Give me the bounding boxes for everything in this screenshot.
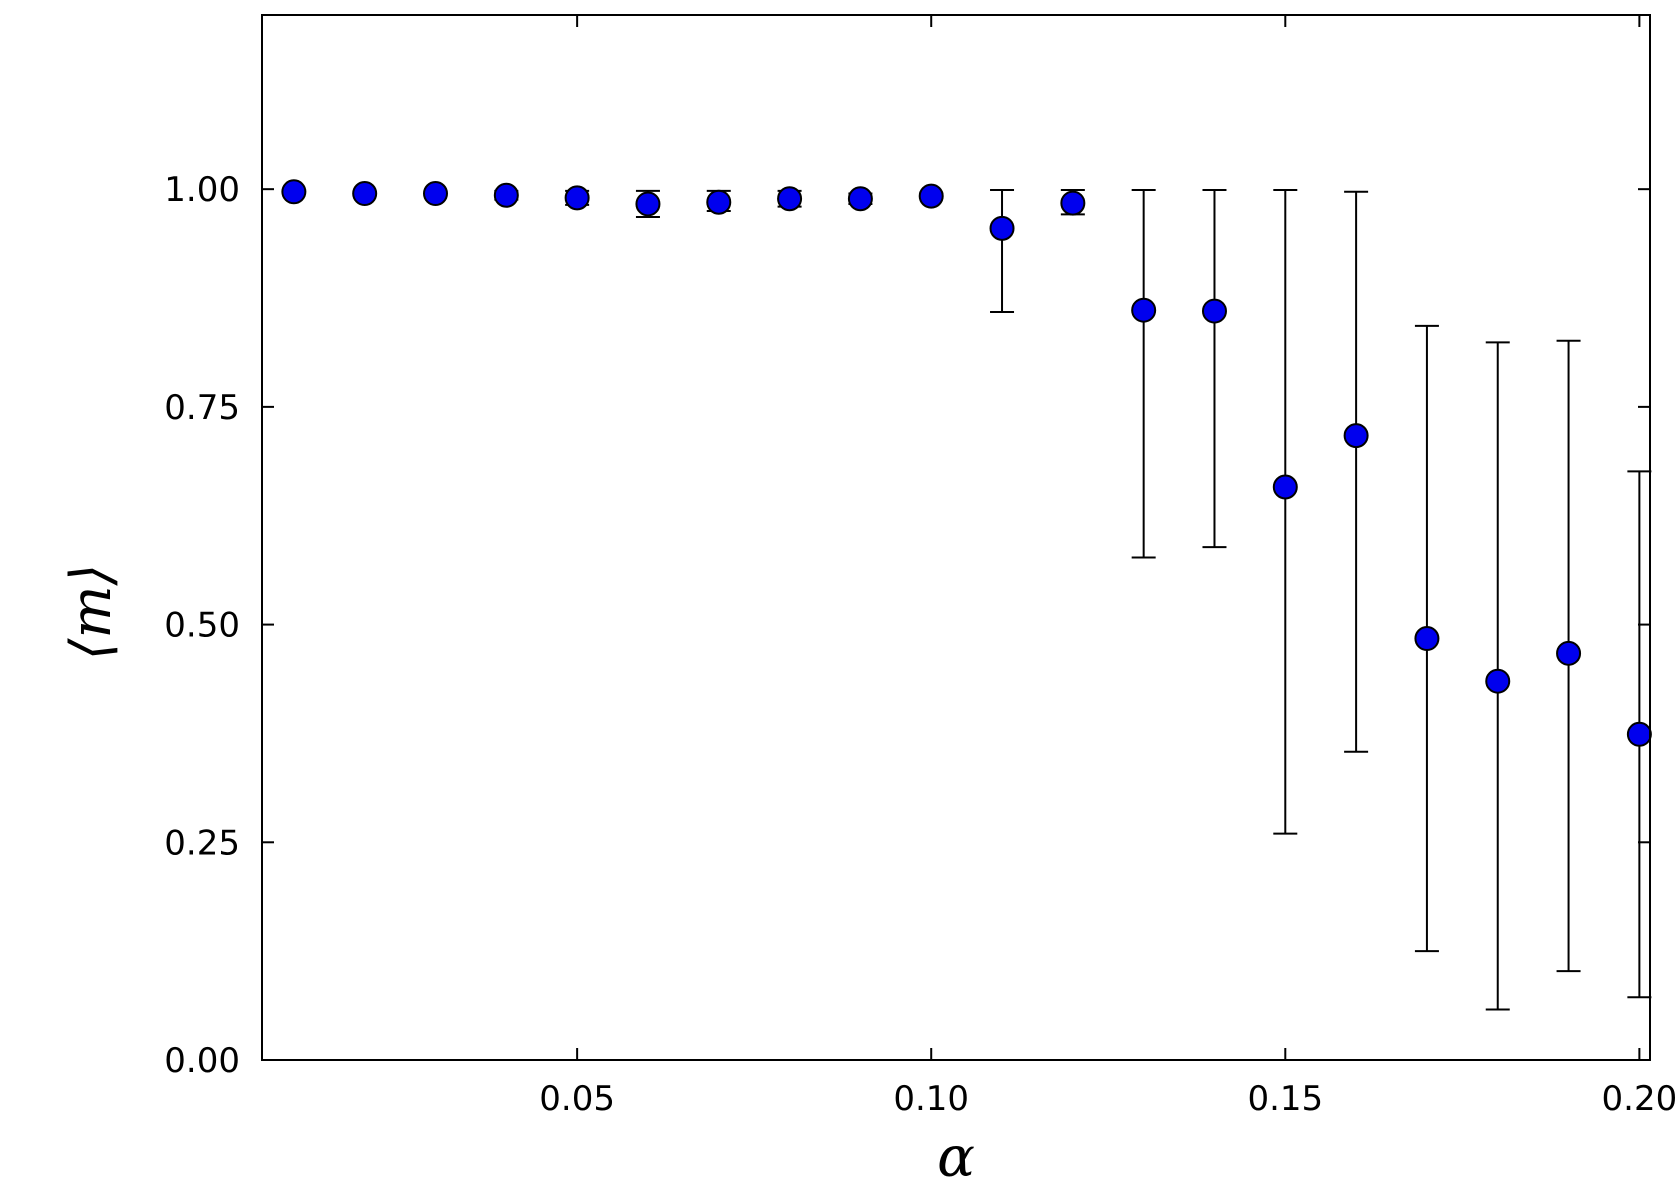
- data-point: [1414, 626, 1440, 652]
- data-point: [423, 181, 448, 207]
- axis-ticks: 0.05 0.10 0.15 0.20 0.00 0.25 0.50 0.75 1.00: [164, 15, 1677, 1119]
- data-point: [1626, 721, 1652, 747]
- y-tick-label: 0.50: [164, 606, 240, 646]
- data-point: [847, 186, 873, 212]
- x-tick-label: 0.10: [893, 1079, 969, 1119]
- y-tick-label: 0.75: [164, 388, 240, 428]
- data-point: [281, 179, 307, 205]
- plot-area: [281, 179, 1652, 1011]
- data-point: [352, 181, 378, 207]
- data-point: [1485, 668, 1511, 694]
- x-tick-label: 0.20: [1602, 1079, 1678, 1119]
- y-tick-label: 1.00: [164, 170, 240, 210]
- data-point: [1060, 190, 1086, 216]
- x-axis-label: α: [937, 1125, 975, 1190]
- data-point: [635, 191, 661, 217]
- plot-frame: [261, 14, 1651, 1061]
- y-tick-label: 0.00: [164, 1041, 240, 1081]
- y-axis-label: ⟨m⟩: [59, 564, 124, 661]
- data-point: [989, 215, 1015, 241]
- x-tick-label: 0.05: [539, 1079, 615, 1119]
- data-point: [918, 183, 944, 209]
- data-point: [1343, 423, 1369, 449]
- x-tick-label: 0.15: [1247, 1079, 1323, 1119]
- data-point: [706, 189, 732, 215]
- data-point: [564, 185, 590, 211]
- data-point: [493, 182, 519, 208]
- y-tick-label: 0.25: [164, 823, 240, 863]
- data-point: [1131, 297, 1157, 323]
- data-point: [1272, 474, 1298, 500]
- data-point: [777, 186, 803, 212]
- data-point: [1556, 640, 1582, 666]
- data-point: [1201, 298, 1227, 324]
